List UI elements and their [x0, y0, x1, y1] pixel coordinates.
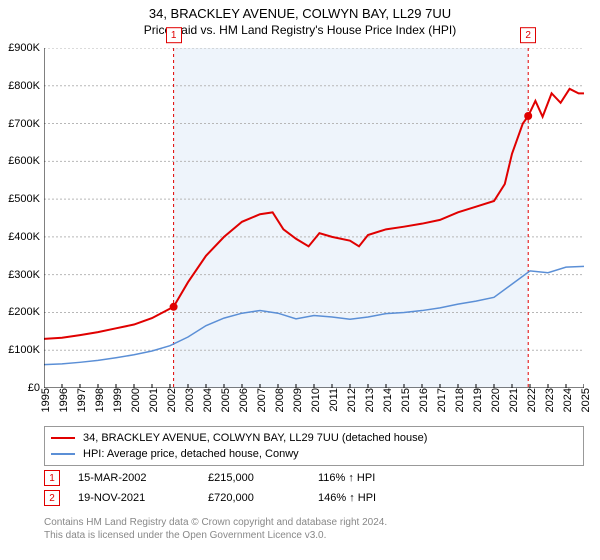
chart-marker-badge: 2: [520, 27, 536, 43]
y-axis-tick-label: £700K: [8, 118, 40, 130]
y-axis-tick-label: £900K: [8, 42, 40, 54]
legend-label: 34, BRACKLEY AVENUE, COLWYN BAY, LL29 7U…: [83, 432, 427, 444]
x-axis-tick-label: 2020: [490, 388, 502, 412]
chart-container: 34, BRACKLEY AVENUE, COLWYN BAY, LL29 7U…: [0, 0, 600, 560]
sale-event-row: 2 19-NOV-2021£720,000146% ↑ HPI: [44, 488, 376, 508]
y-axis-tick-label: £500K: [8, 193, 40, 205]
sale-price: £720,000: [208, 492, 318, 504]
legend-swatch: [51, 437, 75, 439]
x-axis-tick-label: 2013: [364, 388, 376, 412]
x-axis-tick-label: 2025: [580, 388, 592, 412]
legend-label: HPI: Average price, detached house, Conw…: [83, 448, 299, 460]
x-axis-tick-label: 2018: [454, 388, 466, 412]
x-axis-tick-label: 2012: [346, 388, 358, 412]
x-axis-tick-label: 1998: [94, 388, 106, 412]
x-axis-tick-label: 1995: [40, 388, 52, 412]
y-axis-tick-label: £600K: [8, 155, 40, 167]
x-axis-tick-label: 2002: [166, 388, 178, 412]
attribution: Contains HM Land Registry data © Crown c…: [44, 516, 584, 542]
y-axis-tick-label: £400K: [8, 231, 40, 243]
x-axis-tick-label: 2007: [256, 388, 268, 412]
chart-title: 34, BRACKLEY AVENUE, COLWYN BAY, LL29 7U…: [0, 6, 600, 21]
chart-plot-area: £0£100K£200K£300K£400K£500K£600K£700K£80…: [44, 48, 584, 388]
x-axis-tick-label: 1996: [58, 388, 70, 412]
x-axis-tick-label: 2010: [310, 388, 322, 412]
x-axis-tick-label: 2005: [220, 388, 232, 412]
y-axis-tick-label: £0: [28, 382, 40, 394]
title-block: 34, BRACKLEY AVENUE, COLWYN BAY, LL29 7U…: [0, 0, 600, 37]
x-axis-tick-label: 2015: [400, 388, 412, 412]
legend-swatch: [51, 453, 75, 455]
x-axis-tick-label: 1997: [76, 388, 88, 412]
x-axis-tick-label: 2011: [328, 388, 340, 412]
x-axis-tick-label: 2008: [274, 388, 286, 412]
sale-date: 19-NOV-2021: [78, 492, 208, 504]
legend-row: 34, BRACKLEY AVENUE, COLWYN BAY, LL29 7U…: [51, 430, 577, 446]
y-axis-tick-label: £300K: [8, 269, 40, 281]
x-axis-tick-label: 2022: [526, 388, 538, 412]
sale-pct-vs-hpi: 116% ↑ HPI: [318, 472, 375, 484]
y-axis-tick-label: £800K: [8, 80, 40, 92]
x-axis-tick-label: 2016: [418, 388, 430, 412]
chart-subtitle: Price paid vs. HM Land Registry's House …: [0, 23, 600, 37]
sale-marker-badge: 2: [44, 490, 60, 506]
x-axis-tick-label: 2021: [508, 388, 520, 412]
x-axis-tick-label: 1999: [112, 388, 124, 412]
sale-date: 15-MAR-2002: [78, 472, 208, 484]
legend: 34, BRACKLEY AVENUE, COLWYN BAY, LL29 7U…: [44, 426, 584, 466]
x-axis-tick-label: 2001: [148, 388, 160, 412]
sale-events-list: 1 15-MAR-2002£215,000116% ↑ HPI 2 19-NOV-20…: [44, 468, 376, 508]
attribution-line: Contains HM Land Registry data © Crown c…: [44, 516, 584, 529]
y-axis-tick-label: £200K: [8, 306, 40, 318]
legend-row: HPI: Average price, detached house, Conw…: [51, 446, 577, 462]
x-axis-tick-label: 2024: [562, 388, 574, 412]
x-axis-tick-label: 2017: [436, 388, 448, 412]
x-axis-tick-label: 2006: [238, 388, 250, 412]
y-axis-tick-label: £100K: [8, 344, 40, 356]
x-axis-tick-label: 2019: [472, 388, 484, 412]
sale-event-row: 1 15-MAR-2002£215,000116% ↑ HPI: [44, 468, 376, 488]
x-axis-tick-label: 2003: [184, 388, 196, 412]
sale-pct-vs-hpi: 146% ↑ HPI: [318, 492, 376, 504]
chart-marker-badge: 1: [166, 27, 182, 43]
x-axis-tick-label: 2014: [382, 388, 394, 412]
x-axis-tick-label: 2004: [202, 388, 214, 412]
chart-svg: [44, 48, 584, 388]
x-axis-tick-label: 2009: [292, 388, 304, 412]
x-axis-tick-label: 2000: [130, 388, 142, 412]
attribution-line: This data is licensed under the Open Gov…: [44, 529, 584, 542]
sale-marker-badge: 1: [44, 470, 60, 486]
sale-price: £215,000: [208, 472, 318, 484]
x-axis-tick-label: 2023: [544, 388, 556, 412]
